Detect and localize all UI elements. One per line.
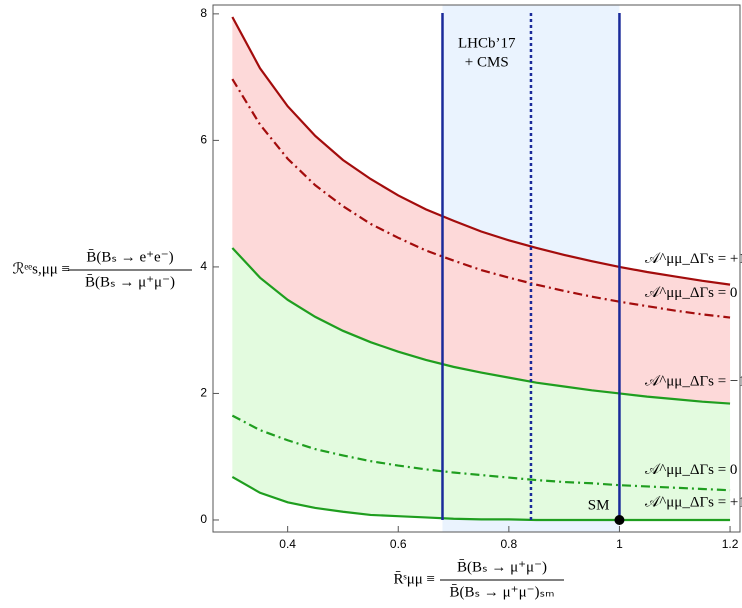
x-tick-label: 0.4 xyxy=(279,537,296,551)
curve-label: 𝒜^μμ_ΔΓs = −1 xyxy=(645,374,742,390)
x-tick-label: 0.6 xyxy=(390,537,407,551)
xlabel-lhs: R̄ˢμμ ≡ xyxy=(394,571,435,587)
band-label: LHCb’17 xyxy=(458,35,516,51)
sm-label: SM xyxy=(588,497,610,513)
curve xyxy=(231,247,731,405)
curve-label: 𝒜^μμ_ΔΓs = 0 xyxy=(645,462,737,478)
y-tick-label: 2 xyxy=(200,386,207,400)
y-tick-label: 6 xyxy=(200,133,207,147)
curve xyxy=(231,16,731,286)
band-fill xyxy=(232,17,731,404)
y-tick-label: 0 xyxy=(200,512,207,526)
curve-label: 𝒜^μμ_ΔΓs = +1 xyxy=(645,251,742,267)
xlabel-den: B̄(Bₛ → μ⁺μ⁻)ₛₘ xyxy=(450,584,555,600)
curve-label: 𝒜^μμ_ΔΓs = 0 xyxy=(645,285,737,301)
band-fill xyxy=(232,247,731,520)
x-tick-label: 1 xyxy=(616,537,623,551)
curve xyxy=(231,78,731,319)
sm-point xyxy=(614,514,625,525)
curve xyxy=(231,414,731,492)
y-tick-label: 4 xyxy=(200,259,207,273)
xlabel-num: B̄(Bₛ → μ⁺μ⁻) xyxy=(457,559,547,575)
x-tick-label: 1.2 xyxy=(722,537,739,551)
ylabel-lhs: ℛᵉᵉs,μμ ≡ xyxy=(12,261,70,277)
ylabel-den: B̄(Bₛ → μ⁺μ⁻) xyxy=(85,274,175,290)
y-tick-label: 8 xyxy=(200,6,207,20)
curve-label: 𝒜^μμ_ΔΓs = +1 xyxy=(645,494,742,510)
plot-frame xyxy=(212,4,741,533)
curve xyxy=(231,476,731,522)
band-label: + CMS xyxy=(465,54,509,70)
ylabel-num: B̄(Bₛ → e⁺e⁻) xyxy=(86,249,173,265)
x-tick-label: 0.8 xyxy=(501,537,518,551)
